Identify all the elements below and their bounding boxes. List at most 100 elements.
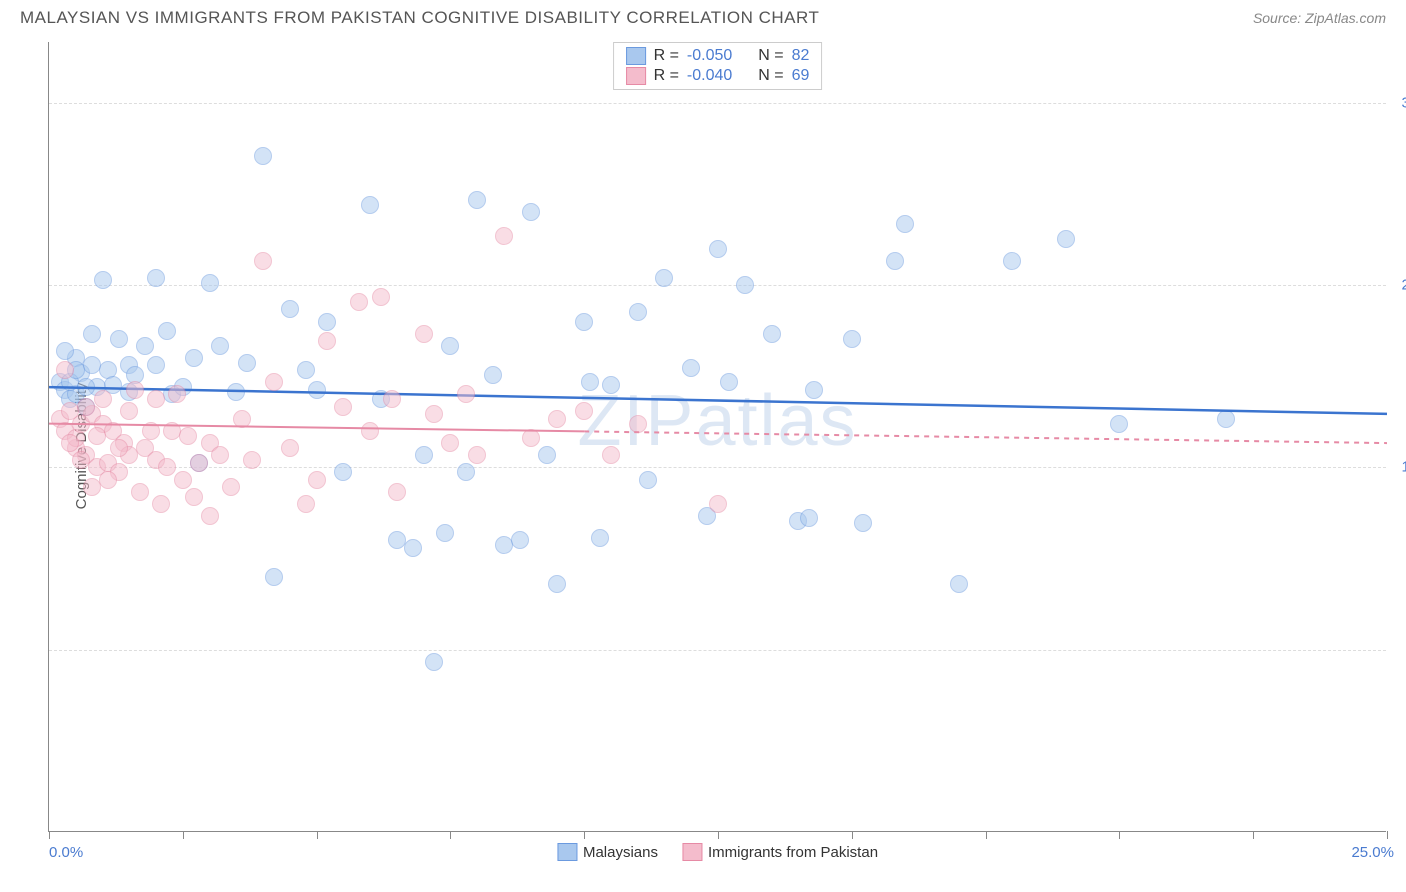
- scatter-point: [709, 240, 727, 258]
- scatter-point: [457, 463, 475, 481]
- scatter-point: [843, 330, 861, 348]
- chart-plot-area: ZIPatlas R = -0.050N = 82R = -0.040N = 6…: [48, 42, 1386, 832]
- scatter-point: [334, 463, 352, 481]
- y-tick-label: 22.5%: [1394, 277, 1406, 294]
- legend-series-label: Malaysians: [583, 844, 658, 861]
- scatter-point: [94, 271, 112, 289]
- scatter-point: [548, 575, 566, 593]
- n-value: 69: [792, 67, 810, 85]
- scatter-point: [158, 322, 176, 340]
- legend-stat-row: R = -0.040N = 69: [626, 67, 810, 85]
- scatter-point: [800, 509, 818, 527]
- scatter-point: [254, 147, 272, 165]
- scatter-point: [1003, 252, 1021, 270]
- gridline-horizontal: [49, 103, 1386, 104]
- scatter-point: [265, 568, 283, 586]
- scatter-point: [77, 398, 95, 416]
- scatter-point: [361, 196, 379, 214]
- scatter-point: [372, 288, 390, 306]
- scatter-point: [211, 446, 229, 464]
- scatter-point: [211, 337, 229, 355]
- scatter-point: [297, 495, 315, 513]
- legend-swatch: [626, 67, 646, 85]
- legend-series-item: Malaysians: [557, 843, 658, 861]
- scatter-point: [522, 203, 540, 221]
- scatter-point: [147, 390, 165, 408]
- x-tick: [1253, 831, 1254, 839]
- scatter-point: [383, 390, 401, 408]
- scatter-point: [94, 390, 112, 408]
- scatter-point: [629, 415, 647, 433]
- r-label: R =: [654, 47, 679, 65]
- scatter-point: [61, 434, 79, 452]
- x-tick: [718, 831, 719, 839]
- scatter-point: [185, 488, 203, 506]
- scatter-point: [522, 429, 540, 447]
- scatter-point: [639, 471, 657, 489]
- chart-title: MALAYSIAN VS IMMIGRANTS FROM PAKISTAN CO…: [20, 8, 819, 28]
- scatter-point: [318, 313, 336, 331]
- scatter-point: [415, 446, 433, 464]
- scatter-point: [222, 478, 240, 496]
- scatter-point: [484, 366, 502, 384]
- scatter-point: [1217, 410, 1235, 428]
- scatter-point: [265, 373, 283, 391]
- scatter-point: [709, 495, 727, 513]
- scatter-point: [72, 451, 90, 469]
- scatter-point: [297, 361, 315, 379]
- x-axis-max-label: 25.0%: [1351, 844, 1394, 861]
- gridline-horizontal: [49, 285, 1386, 286]
- scatter-point: [190, 454, 208, 472]
- scatter-point: [511, 531, 529, 549]
- scatter-point: [185, 349, 203, 367]
- scatter-point: [950, 575, 968, 593]
- scatter-point: [350, 293, 368, 311]
- scatter-point: [388, 483, 406, 501]
- r-label: R =: [654, 67, 679, 85]
- legend-series-item: Immigrants from Pakistan: [682, 843, 878, 861]
- legend-swatch: [682, 843, 702, 861]
- x-tick: [49, 831, 50, 839]
- scatter-point: [468, 191, 486, 209]
- scatter-point: [158, 458, 176, 476]
- scatter-point: [99, 471, 117, 489]
- legend-swatch: [557, 843, 577, 861]
- legend-stat-row: R = -0.050N = 82: [626, 47, 810, 65]
- scatter-point: [56, 361, 74, 379]
- scatter-point: [120, 402, 138, 420]
- scatter-point: [136, 337, 154, 355]
- x-tick: [986, 831, 987, 839]
- scatter-point: [457, 385, 475, 403]
- y-tick-label: 30.0%: [1394, 94, 1406, 111]
- scatter-point: [591, 529, 609, 547]
- scatter-point: [83, 356, 101, 374]
- scatter-point: [254, 252, 272, 270]
- scatter-point: [179, 427, 197, 445]
- scatter-point: [361, 422, 379, 440]
- scatter-point: [174, 471, 192, 489]
- scatter-point: [88, 427, 106, 445]
- scatter-point: [1110, 415, 1128, 433]
- r-value: -0.050: [687, 47, 732, 65]
- trend-line: [49, 42, 1387, 832]
- source-attribution: Source: ZipAtlas.com: [1253, 10, 1386, 26]
- scatter-point: [1057, 230, 1075, 248]
- scatter-point: [575, 313, 593, 331]
- scatter-point: [83, 325, 101, 343]
- series-legend: Malaysians Immigrants from Pakistan: [557, 843, 878, 861]
- scatter-point: [227, 383, 245, 401]
- scatter-point: [468, 446, 486, 464]
- n-label: N =: [758, 67, 783, 85]
- scatter-point: [581, 373, 599, 391]
- stats-legend-box: R = -0.050N = 82 R = -0.040N = 69: [613, 42, 823, 90]
- scatter-point: [238, 354, 256, 372]
- x-tick: [450, 831, 451, 839]
- scatter-point: [602, 376, 620, 394]
- scatter-point: [415, 325, 433, 343]
- legend-swatch: [626, 47, 646, 65]
- trend-line: [49, 42, 1387, 832]
- x-tick: [584, 831, 585, 839]
- x-tick: [317, 831, 318, 839]
- scatter-point: [243, 451, 261, 469]
- scatter-point: [854, 514, 872, 532]
